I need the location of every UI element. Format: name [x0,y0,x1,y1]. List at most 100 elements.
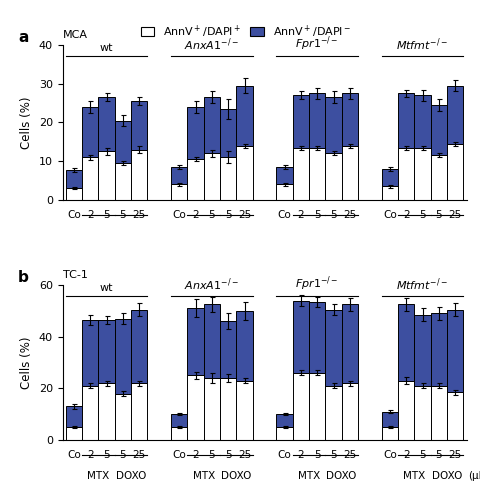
Bar [397,148,413,200]
Text: b: b [18,270,29,284]
Text: TC-1: TC-1 [62,270,87,280]
Text: wt: wt [100,42,113,52]
Bar [220,158,236,200]
Bar [381,427,397,440]
Bar [276,184,292,200]
Bar [187,308,204,376]
Bar [66,170,82,188]
Bar [341,94,357,146]
Bar [292,96,308,148]
Bar [381,186,397,200]
Bar [131,150,147,200]
Bar [66,188,82,200]
Bar [308,148,324,200]
Bar [220,378,236,440]
Bar [204,304,220,378]
Bar [204,378,220,440]
Bar [82,320,98,386]
Bar [171,167,187,184]
Bar [341,146,357,200]
Bar [66,406,82,427]
Text: DOXO: DOXO [221,471,251,481]
Text: $Fpr1^{-/-}$: $Fpr1^{-/-}$ [295,34,338,52]
Bar [292,373,308,440]
Bar [276,167,292,184]
Bar [236,380,252,440]
Text: MTX: MTX [402,471,425,481]
Bar [171,414,187,427]
Text: MTX: MTX [192,471,215,481]
Bar [413,96,430,148]
Text: $AnxA1^{-/-}$: $AnxA1^{-/-}$ [184,36,239,52]
Bar [204,154,220,200]
Text: MTX: MTX [297,471,320,481]
Bar [236,86,252,146]
Bar [446,392,462,440]
Bar [98,152,115,200]
Bar [171,184,187,200]
Bar [98,383,115,440]
Bar [82,107,98,158]
Bar [98,98,115,152]
Bar [115,120,131,163]
Bar [131,310,147,383]
Bar [115,163,131,200]
Bar [276,414,292,427]
Bar [187,159,204,200]
Bar [220,321,236,378]
Bar [446,86,462,144]
Bar [341,383,357,440]
Bar [381,169,397,186]
Bar [324,310,341,386]
Text: MTX: MTX [87,471,109,481]
Bar [430,314,446,386]
Bar [324,386,341,440]
Bar [430,386,446,440]
Bar [324,154,341,200]
Bar [397,380,413,440]
Bar [308,373,324,440]
Bar [220,109,236,158]
Bar [115,394,131,440]
Text: DOXO: DOXO [431,471,461,481]
Y-axis label: Cells (%): Cells (%) [20,336,33,389]
Bar [397,304,413,380]
Text: $AnxA1^{-/-}$: $AnxA1^{-/-}$ [184,276,239,293]
Bar [131,383,147,440]
Bar [187,107,204,159]
Text: $Mtfmt^{-/-}$: $Mtfmt^{-/-}$ [396,36,448,52]
Bar [446,144,462,200]
Bar [341,304,357,383]
Bar [430,105,446,156]
Bar [236,311,252,380]
Text: DOXO: DOXO [326,471,356,481]
Bar [446,310,462,392]
Bar [82,158,98,200]
Bar [131,101,147,150]
Y-axis label: Cells (%): Cells (%) [20,96,33,148]
Bar [308,94,324,148]
Text: wt: wt [100,283,113,293]
Text: MCA: MCA [62,30,87,40]
Bar [308,302,324,373]
Bar [66,427,82,440]
Bar [236,146,252,200]
Bar [292,148,308,200]
Bar [430,156,446,200]
Bar [324,98,341,154]
Bar [204,98,220,154]
Bar [98,320,115,383]
Bar [413,315,430,386]
Text: (μM): (μM) [467,471,480,481]
Bar [413,386,430,440]
Text: $Mtfmt^{-/-}$: $Mtfmt^{-/-}$ [396,276,448,293]
Bar [171,427,187,440]
Bar [413,148,430,200]
Bar [276,427,292,440]
Bar [397,94,413,148]
Text: DOXO: DOXO [116,471,146,481]
Bar [82,386,98,440]
Text: a: a [18,30,28,44]
Bar [115,318,131,394]
Bar [187,376,204,440]
